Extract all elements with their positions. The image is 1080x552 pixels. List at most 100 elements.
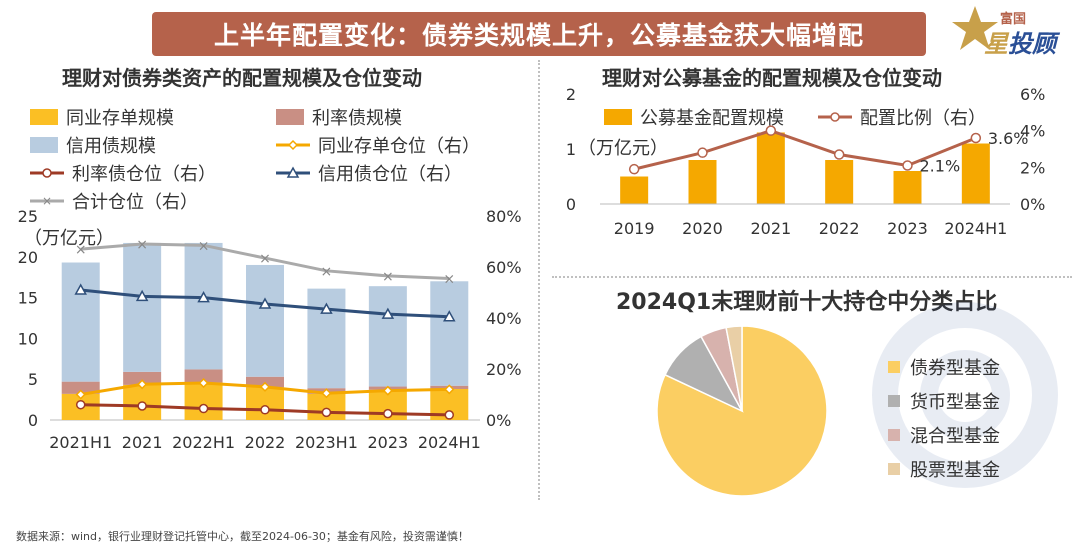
line-point [628,163,640,175]
horizontal-divider [552,276,1072,278]
legend-item-credit-bond-position: 信用债仓位（右） [276,160,462,186]
right-chart-tick-labels: 0 1 2 0% 2% 4% 6% 2019 2020 2021 2022 2023 2024H1 [566,85,1046,238]
line-point: × [259,251,271,267]
line-point [833,149,845,160]
series-line [633,129,977,171]
x-tick-label: 2021 [122,433,163,452]
bar [825,160,854,204]
x-tick-label: 2023 [887,219,928,238]
legend-line-icon [276,166,310,178]
series-line [80,242,450,280]
legend-swatch [888,395,900,407]
line-point [320,302,333,314]
left-chart-title: 理财对债券类资产的配置规模及仓位变动 [62,66,422,90]
legend-label: 货币型基金 [910,392,1000,413]
right-chart: 2.1% 3.6% 0 1 2 0% 2% 4% 6% 2019 2020 2021 2022 2023… [566,85,1046,238]
x-tick-label: 2020 [682,219,723,238]
bar-segment [184,242,223,370]
x-tick-label: 2021H1 [49,433,112,452]
x-tick-label: 2023H1 [295,433,358,452]
y-tick-label: 10 [18,329,38,348]
y-tick-label: 5 [28,370,38,389]
bar-segment [246,264,284,377]
line-point [697,147,708,158]
vertical-divider [538,60,540,500]
left-chart: × × × × × × × 0 5 10 15 20 25 0% 20% 40% 60% 80% 2021H1 20… [18,207,522,452]
y2-tick-label: 2% [1020,158,1045,177]
legend-item-rate-bond-position: 利率债仓位（右） [30,160,216,186]
line-point [75,389,86,400]
y2-tick-label: 6% [1020,85,1045,104]
y2-tick-label: 4% [1020,122,1045,141]
y-tick-label: 20 [18,248,38,267]
legend-label: 债券型基金 [910,358,1000,379]
left-chart-tick-labels: 0 5 10 15 20 25 0% 20% 40% 60% 80% 2021H1 2021 2022H1… [18,207,522,452]
line-point: × [321,264,333,280]
x-tick-label: 2022 [819,219,860,238]
bar-segment [184,369,223,383]
right-chart-title: 理财对公募基金的配置规模及仓位变动 [602,66,942,90]
line-point [74,283,87,295]
line-point: × [382,269,394,285]
bar [620,176,649,204]
legend-swatch [888,361,900,373]
watermark-logo-icon [872,302,1058,488]
line-point [198,377,209,389]
line-point [383,408,393,419]
pie-legend-item-stock: 股票型基金 [888,452,1000,486]
bar-segment [184,382,223,420]
legend-swatch [604,109,632,125]
y2-tick-label: 80% [486,207,522,226]
data-label: 2.1% [920,157,961,176]
pie-legend-item-bond: 债券型基金 [888,350,1000,384]
y2-tick-label: 20% [486,360,522,379]
logo-main-text: 星投顾 [984,24,1056,59]
x-tick-label: 2022 [245,433,286,452]
legend-label: 信用债仓位（右） [318,164,462,185]
legend-label: 混合型基金 [910,426,1000,447]
line-point [137,379,148,390]
line-point [258,297,272,309]
x-tick-label: 2023 [367,433,408,452]
legend-item-total-position: × 合计仓位（右） [30,188,198,214]
x-tick-label: 2019 [614,219,655,238]
legend-line-icon [276,139,310,151]
line-point [902,160,913,171]
legend-swatch [30,137,58,153]
line-point [259,381,271,392]
legend-label: 公募基金配置规模 [640,108,784,129]
legend-swatch [30,109,58,125]
source-footnote: 数据来源：wind，银行业理财登记托管中心，截至2024-06-30；基金有风险… [16,530,469,543]
left-chart-bars [61,242,469,420]
line-point [197,291,210,303]
data-label: 3.6% [988,129,1029,148]
legend-swatch [276,109,304,125]
legend-label: 利率债规模 [312,108,402,129]
bar-segment [246,387,284,420]
line-point [382,385,393,396]
left-chart-lines: × × × × × × × [74,237,456,420]
x-tick-label: 2024H1 [418,433,481,452]
line-point [444,384,455,395]
line-point: × [136,237,148,253]
brand-logo: 富国 星投顾 [950,4,1070,60]
svg-text:×: × [42,194,52,208]
legend-label: 配置比例（右） [860,108,986,129]
title-banner: 上半年配置变化：债券类规模上升，公募基金获大幅增配 [152,12,926,56]
bar [756,132,785,204]
x-tick-label: 2024H1 [944,219,1007,238]
bar [688,160,717,204]
y-tick-label: 0 [566,195,576,214]
y2-tick-label: 0% [1020,195,1045,214]
bar-segment [123,371,162,385]
y-tick-label: 15 [18,289,38,308]
x-tick-label: 2021 [750,219,791,238]
y-tick-label: 2 [566,85,576,104]
bar [961,143,990,204]
right-chart-lines: 2.1% 3.6% [628,125,1029,176]
line-point [198,403,209,414]
legend-line-icon [30,168,64,178]
pie-legend-item-mixed: 混合型基金 [888,418,1000,452]
line-point: × [443,271,455,287]
line-point [75,399,86,410]
